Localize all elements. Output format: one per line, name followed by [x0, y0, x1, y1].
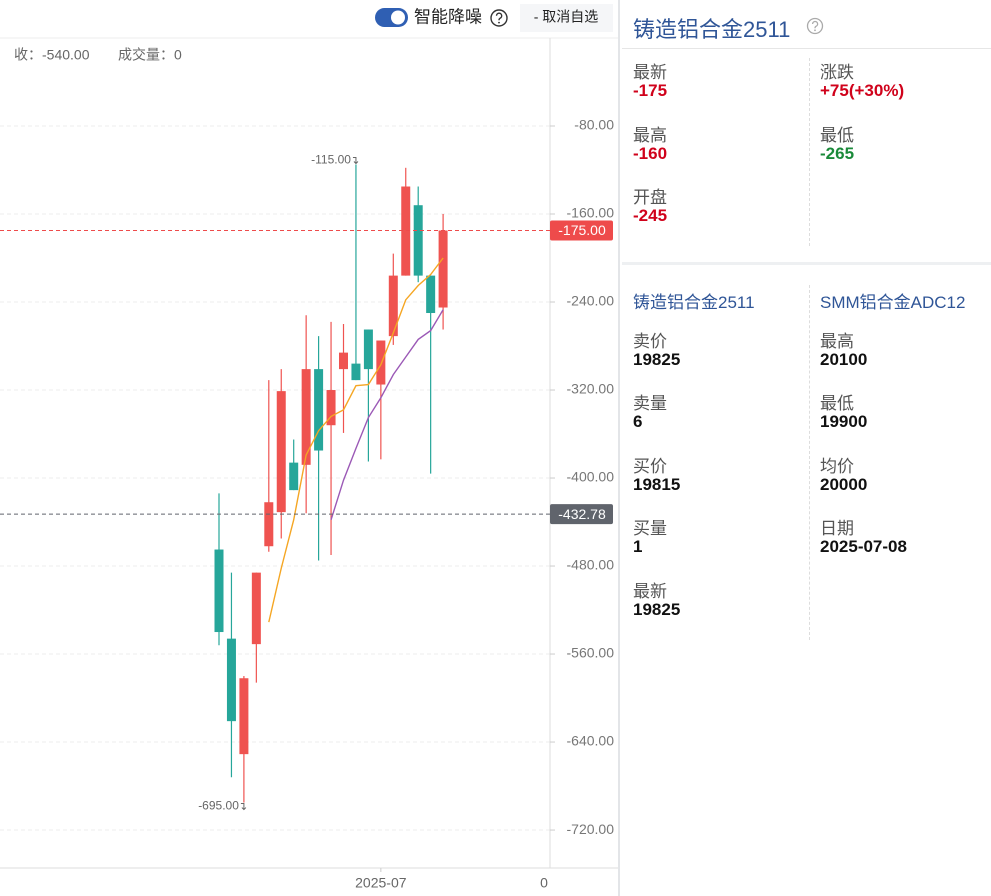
x-tick-label: 2025-07: [355, 875, 407, 891]
quote-label: 最高: [633, 125, 667, 145]
field-label: 卖价: [633, 332, 667, 351]
field-value: 6: [633, 412, 643, 432]
ma-line: [330, 309, 444, 521]
quote-label: 开盘: [633, 188, 667, 207]
help-icon[interactable]: [805, 16, 825, 36]
field-value: 20100: [820, 350, 868, 369]
candle-body: [289, 462, 299, 491]
grid: [0, 125, 550, 831]
col-separator: [809, 285, 810, 640]
panel-title: 铸造铝合金2511: [633, 17, 791, 42]
candle-body: [351, 363, 361, 381]
candle-body: [339, 352, 348, 370]
candle-body: [251, 572, 261, 645]
section-title: SMM铝合金ADC12: [820, 293, 966, 312]
candle-body: [388, 275, 398, 337]
field-value: 2025-07-08: [820, 537, 907, 557]
quote-value: +75(+30%): [820, 81, 905, 100]
col-separator: [809, 58, 810, 246]
section-title: 铸造铝合金2511: [633, 293, 755, 312]
ref-label-bg: [550, 504, 613, 525]
field-label: 最新: [633, 581, 667, 601]
candle-body: [301, 369, 311, 465]
y-tick-label: -400.00: [567, 469, 615, 485]
divider: [618, 0, 620, 896]
candle-body: [413, 205, 423, 276]
x-tick-label: 0: [540, 875, 548, 891]
extreme-arrow: [240, 803, 247, 811]
y-tick-label: -160.00: [567, 205, 615, 221]
candle-body: [438, 230, 448, 308]
quote-value: -265: [820, 143, 855, 163]
y-tick-label: -480.00: [567, 557, 615, 573]
ref-label: -432.78: [558, 506, 606, 522]
candle-body: [239, 678, 249, 755]
y-tick-label: -720.00: [567, 821, 615, 837]
y-tick-label: -640.00: [567, 733, 615, 749]
info-volume: 成交量：0: [118, 47, 182, 63]
field-label: 最低: [820, 394, 854, 414]
y-tick-label: -80.00: [574, 117, 614, 133]
side-panel: 铸造铝合金2511 最新 -175 涨跌 +75(+30%) 最高 -160 最低 -265 开…: [622, 0, 991, 896]
field-label: 卖量: [633, 394, 667, 414]
candle-body: [226, 638, 236, 722]
candle-body: [363, 329, 373, 370]
quote-value: -160: [633, 143, 668, 163]
candle-body: [264, 502, 274, 547]
ma-line: [268, 257, 444, 623]
candle-body: [326, 390, 336, 426]
field-label: 均价: [820, 456, 854, 476]
y-tick-label: -240.00: [567, 293, 615, 309]
quote-label: 最新: [633, 63, 667, 82]
y-tick-label: -560.00: [567, 645, 615, 661]
toggle-label: 智能降噪: [414, 7, 482, 26]
price-label: -175.00: [558, 222, 606, 238]
candle-body: [401, 186, 411, 276]
extreme-arrow: [352, 157, 359, 165]
candle-body: [314, 369, 324, 451]
separator: [622, 48, 991, 49]
candle-body: [276, 391, 286, 513]
quote-label: 涨跌: [820, 63, 854, 82]
info-close: 收：-540.00: [14, 47, 90, 63]
help-icon[interactable]: [490, 9, 508, 27]
y-tick-label: -320.00: [567, 381, 615, 397]
field-label: 买量: [633, 519, 667, 539]
button-bg[interactable]: [520, 4, 613, 32]
price-label-bg: [550, 220, 613, 241]
toggle-knob: [391, 10, 405, 25]
field-label: 最高: [820, 332, 854, 351]
candle-body: [214, 549, 224, 633]
quote-value: -245: [633, 206, 668, 225]
separator: [622, 262, 991, 265]
field-value: 19900: [820, 412, 868, 432]
quote-label: 最低: [820, 125, 854, 145]
field-value: 20000: [820, 474, 868, 494]
field-value: 19815: [633, 474, 681, 494]
candle-body: [426, 275, 436, 314]
quote-value: -175: [633, 81, 668, 100]
field-value: 19825: [633, 350, 681, 369]
chart: 智能降噪 - 取消自选 收：-540.00 成交量：0 -80.00 -160.0…: [0, 0, 620, 896]
unfollow-button[interactable]: - 取消自选: [534, 9, 599, 25]
field-value: 19825: [633, 599, 681, 619]
extreme-label: -115.00: [311, 153, 351, 167]
candle-body: [376, 340, 386, 385]
extreme-label: -695.00: [198, 799, 239, 813]
field-label: 日期: [820, 519, 854, 539]
field-label: 买价: [633, 456, 667, 476]
field-value: 1: [633, 537, 643, 557]
